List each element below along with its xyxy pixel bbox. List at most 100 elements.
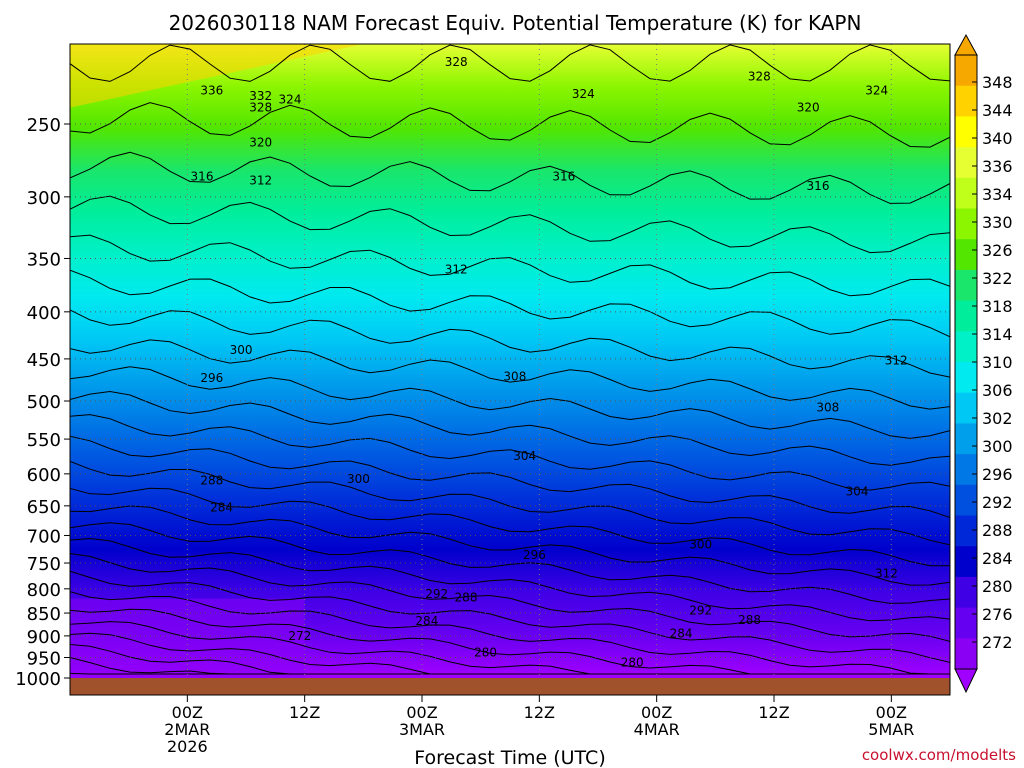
colorbar-label: 284	[982, 549, 1013, 568]
contour-line	[70, 591, 950, 675]
colorbar-label: 296	[982, 465, 1013, 484]
contour-label: 328	[249, 101, 272, 115]
time-tick-label: 3MAR	[399, 720, 445, 739]
colorbar-label: 314	[982, 325, 1013, 344]
colorbar-swatch	[955, 116, 977, 148]
contour-label: 304	[513, 449, 536, 463]
temperature-fill	[70, 44, 950, 695]
contour-label: 272	[288, 629, 311, 643]
colorbar-swatch	[955, 484, 977, 516]
contour-line	[70, 366, 950, 439]
contour-label: 324	[572, 87, 595, 101]
colorbar-label: 302	[982, 409, 1013, 428]
contour-label: 300	[689, 537, 712, 551]
contour-label: 300	[230, 343, 253, 357]
contour-line	[70, 44, 950, 82]
contour-label: 328	[445, 55, 468, 69]
colorbar-label: 288	[982, 521, 1013, 540]
contour-label: 292	[425, 587, 448, 601]
colorbar-label: 280	[982, 577, 1013, 596]
contour-label: 288	[200, 473, 223, 487]
colorbar-label: 334	[982, 185, 1013, 204]
contour-line	[70, 487, 950, 567]
contour-label: 308	[503, 369, 526, 383]
contour-line	[70, 414, 950, 491]
contour-line	[70, 102, 950, 148]
contour-label: 336	[200, 84, 223, 98]
time-tick-label: 5MAR	[868, 720, 914, 739]
colorbar-label: 322	[982, 269, 1013, 288]
colorbar-label: 272	[982, 633, 1013, 652]
contour-label: 320	[797, 101, 820, 115]
contour-label: 312	[875, 567, 898, 581]
contour-lines	[70, 44, 950, 675]
grid-lines	[70, 44, 950, 695]
colorbar-swatch	[955, 392, 977, 424]
colorbar-swatch	[955, 454, 977, 486]
colorbar-swatch	[955, 515, 977, 547]
pressure-tick-label: 900	[27, 627, 61, 648]
contour-label: 320	[249, 136, 272, 150]
contour-line	[70, 390, 950, 466]
contour-line	[70, 234, 950, 297]
contour-line	[70, 151, 950, 204]
contour-line	[70, 505, 950, 586]
contour-label: 316	[807, 179, 830, 193]
contour-label: 292	[689, 604, 712, 618]
pressure-tick-label: 400	[27, 303, 61, 324]
contour-label: 300	[347, 472, 370, 486]
colorbar-swatch	[955, 177, 977, 209]
contour-line	[70, 435, 950, 518]
contour-label: 288	[738, 613, 761, 627]
time-tick-label: 4MAR	[634, 720, 680, 739]
contour-line	[70, 672, 950, 675]
contour-label: 288	[455, 591, 478, 605]
time-tick-label: 12Z	[758, 703, 789, 722]
pressure-tick-label: 1000	[15, 669, 61, 690]
colorbar-swatch	[955, 423, 977, 455]
contour-label: 284	[670, 627, 693, 641]
contour-label: 280	[474, 645, 497, 659]
contour-label: 284	[210, 501, 233, 515]
time-tick-label: 2MAR	[164, 720, 210, 739]
contour-line	[70, 195, 950, 254]
colorbar-label: 348	[982, 73, 1013, 92]
colorbar-swatch	[955, 546, 977, 578]
pressure-tick-label: 650	[27, 497, 61, 518]
time-tick-label: 00Z	[641, 703, 672, 722]
cold-air-wedge	[70, 598, 305, 678]
contour-line	[70, 339, 950, 410]
contour-label: 332	[249, 89, 272, 103]
colorbar-label: 340	[982, 129, 1013, 148]
contour-label: 284	[415, 614, 438, 628]
colorbar-label: 344	[982, 101, 1013, 120]
colorbar-label: 336	[982, 157, 1013, 176]
colorbar-label: 310	[982, 353, 1013, 372]
colorbar-label: 330	[982, 213, 1013, 232]
colorbar-bottom-arrow	[954, 668, 978, 694]
pressure-tick-label: 800	[27, 580, 61, 601]
credit-text: coolwx.com/modelts	[862, 746, 1016, 764]
contour-line	[70, 570, 950, 663]
pressure-tick-label: 500	[27, 392, 61, 413]
upper-air-wedge	[70, 44, 364, 108]
contour-line	[70, 522, 950, 604]
colorbar-swatch	[955, 331, 977, 363]
time-tick-label: 00Z	[406, 703, 437, 722]
time-tick-label: 12Z	[524, 703, 555, 722]
plot-frame	[69, 43, 951, 696]
colorbar-label: 318	[982, 297, 1013, 316]
contour-label: 296	[523, 548, 546, 562]
ground-below-surface	[70, 678, 950, 695]
colorbar-label: 306	[982, 381, 1013, 400]
colorbar-swatch	[955, 269, 977, 302]
contour-label: 324	[865, 84, 888, 98]
pressure-axis: 2503003504004505005506006507007508008509…	[15, 115, 70, 690]
colorbar-swatch	[955, 607, 977, 639]
colorbar-label: 300	[982, 437, 1013, 456]
pressure-tick-label: 850	[27, 604, 61, 625]
contour-line	[70, 309, 950, 378]
